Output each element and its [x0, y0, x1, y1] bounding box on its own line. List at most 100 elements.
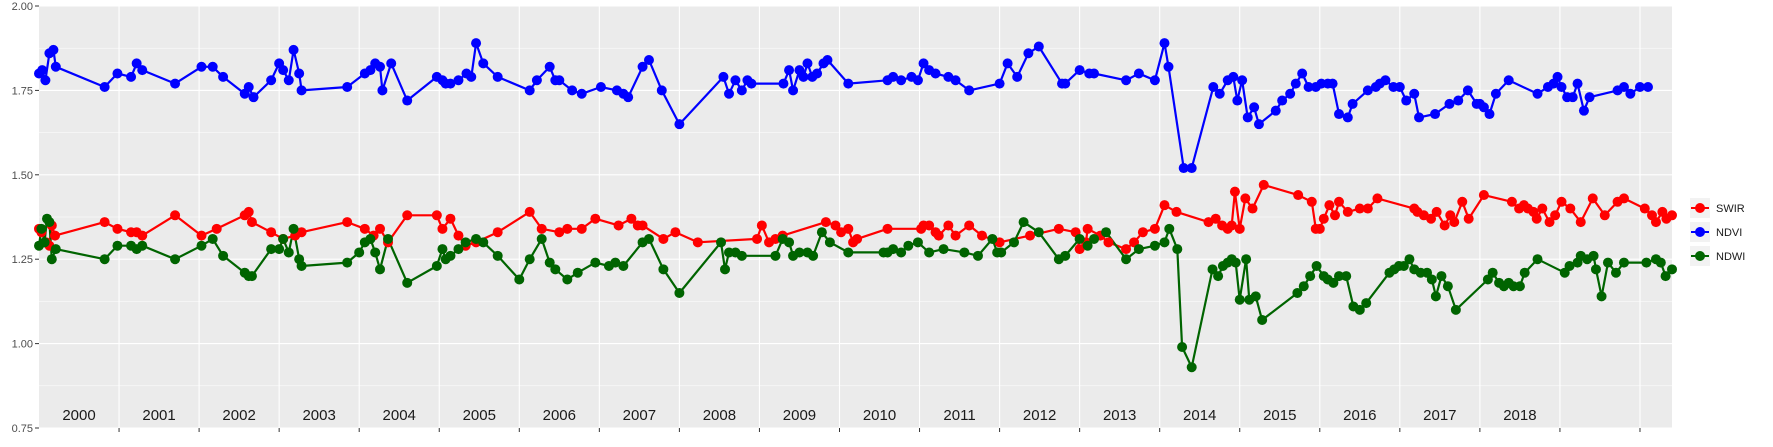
data-point-ndwi	[1442, 281, 1453, 292]
data-point-ndvi	[896, 75, 907, 86]
data-point-ndvi	[1572, 78, 1583, 89]
data-point-swir	[1324, 200, 1335, 211]
data-point-swir	[246, 217, 257, 228]
data-point-swir	[437, 223, 448, 234]
y-tick-label: 1.75	[12, 85, 33, 97]
data-point-swir	[375, 223, 386, 234]
data-point-ndwi	[1149, 240, 1160, 251]
data-point-ndwi	[912, 237, 923, 248]
data-point-ndwi	[39, 237, 50, 248]
data-point-swir	[1234, 223, 1245, 234]
data-point-ndvi	[964, 85, 975, 96]
data-point-ndwi	[1602, 257, 1613, 268]
data-point-swir	[1650, 217, 1661, 228]
data-point-ndwi	[1177, 341, 1188, 352]
data-point-ndwi	[996, 247, 1007, 258]
year-label: 2000	[62, 407, 95, 424]
data-point-ndvi	[1578, 105, 1589, 116]
data-point-swir	[1025, 230, 1036, 241]
data-point-ndvi	[1490, 88, 1501, 99]
data-point-swir	[752, 233, 763, 244]
data-point-ndwi	[544, 257, 555, 268]
data-point-ndwi	[736, 250, 747, 261]
data-point-ndwi	[274, 244, 285, 255]
data-point-ndvi	[544, 61, 555, 72]
data-point-ndvi	[1625, 88, 1636, 99]
data-point-ndwi	[1311, 260, 1322, 271]
data-point-ndvi	[736, 85, 747, 96]
data-point-ndwi	[1241, 254, 1252, 265]
data-point-ndwi	[296, 260, 307, 271]
data-point-swir	[670, 227, 681, 238]
data-point-ndvi	[1444, 98, 1455, 109]
year-label: 2003	[302, 407, 335, 424]
data-point-swir	[243, 206, 254, 217]
data-point-ndvi	[386, 58, 397, 69]
data-point-swir	[1342, 206, 1353, 217]
data-point-ndwi	[524, 254, 535, 265]
data-point-ndwi	[1230, 257, 1241, 268]
data-point-ndwi	[492, 250, 503, 261]
data-point-swir	[431, 210, 442, 221]
data-point-ndwi	[1186, 362, 1197, 373]
data-point-ndvi	[1453, 95, 1464, 106]
data-point-ndwi	[562, 274, 573, 285]
data-point-ndvi	[1214, 88, 1225, 99]
data-point-ndvi	[950, 75, 961, 86]
data-point-ndwi	[1610, 267, 1621, 278]
data-point-ndwi	[1354, 304, 1365, 315]
data-point-ndwi	[370, 247, 381, 258]
data-point-ndwi	[1333, 271, 1344, 282]
data-point-ndvi	[576, 88, 587, 99]
data-point-ndvi	[912, 75, 923, 86]
data-point-swir	[137, 230, 148, 241]
data-point-swir	[1565, 203, 1576, 214]
data-point-ndvi	[1556, 82, 1567, 93]
data-point-ndvi	[1178, 163, 1189, 174]
data-point-ndvi	[812, 68, 823, 79]
data-point-ndwi	[938, 244, 949, 255]
data-point-ndvi	[1394, 82, 1405, 93]
data-point-swir	[112, 223, 123, 234]
year-label: 2014	[1183, 407, 1216, 424]
data-point-ndwi	[1655, 257, 1666, 268]
data-point-ndwi	[342, 257, 353, 268]
data-point-swir	[843, 223, 854, 234]
year-labels: 2000 2001 2002 2003 2004 2005 2006 2007 2008 2009…	[62, 407, 1536, 424]
data-point-swir	[1618, 193, 1629, 204]
data-point-ndwi	[1641, 257, 1652, 268]
data-point-ndwi	[1361, 298, 1372, 309]
data-point-ndvi	[1186, 163, 1197, 174]
data-point-swir	[626, 213, 637, 224]
data-point-ndwi	[170, 254, 181, 265]
data-point-ndwi	[278, 233, 289, 244]
data-point-ndvi	[1503, 75, 1514, 86]
data-point-ndwi	[514, 274, 525, 285]
year-label: 2009	[783, 407, 816, 424]
data-point-ndwi	[643, 233, 654, 244]
data-point-ndvi	[1462, 85, 1473, 96]
data-point-ndvi	[531, 75, 542, 86]
data-point-ndwi	[99, 254, 110, 265]
data-point-swir	[1556, 196, 1567, 207]
data-point-swir	[933, 230, 944, 241]
data-point-ndwi	[283, 247, 294, 258]
data-point-ndvi	[788, 85, 799, 96]
data-point-ndwi	[112, 240, 123, 251]
data-point-ndwi	[1590, 264, 1601, 275]
data-point-swir	[590, 213, 601, 224]
data-point-ndvi	[453, 75, 464, 86]
data-point-ndvi	[1270, 105, 1281, 116]
data-point-ndwi	[1305, 271, 1316, 282]
data-point-swir	[1333, 196, 1344, 207]
data-point-ndvi	[918, 58, 929, 69]
data-point-ndwi	[1250, 291, 1261, 302]
data-point-swir	[296, 227, 307, 238]
data-point-ndwi	[816, 227, 827, 238]
data-point-ndvi	[1033, 41, 1044, 52]
data-point-swir	[1506, 196, 1517, 207]
data-point-swir	[1103, 237, 1114, 248]
data-point-ndvi	[1074, 65, 1085, 76]
data-point-swir	[1457, 196, 1468, 207]
